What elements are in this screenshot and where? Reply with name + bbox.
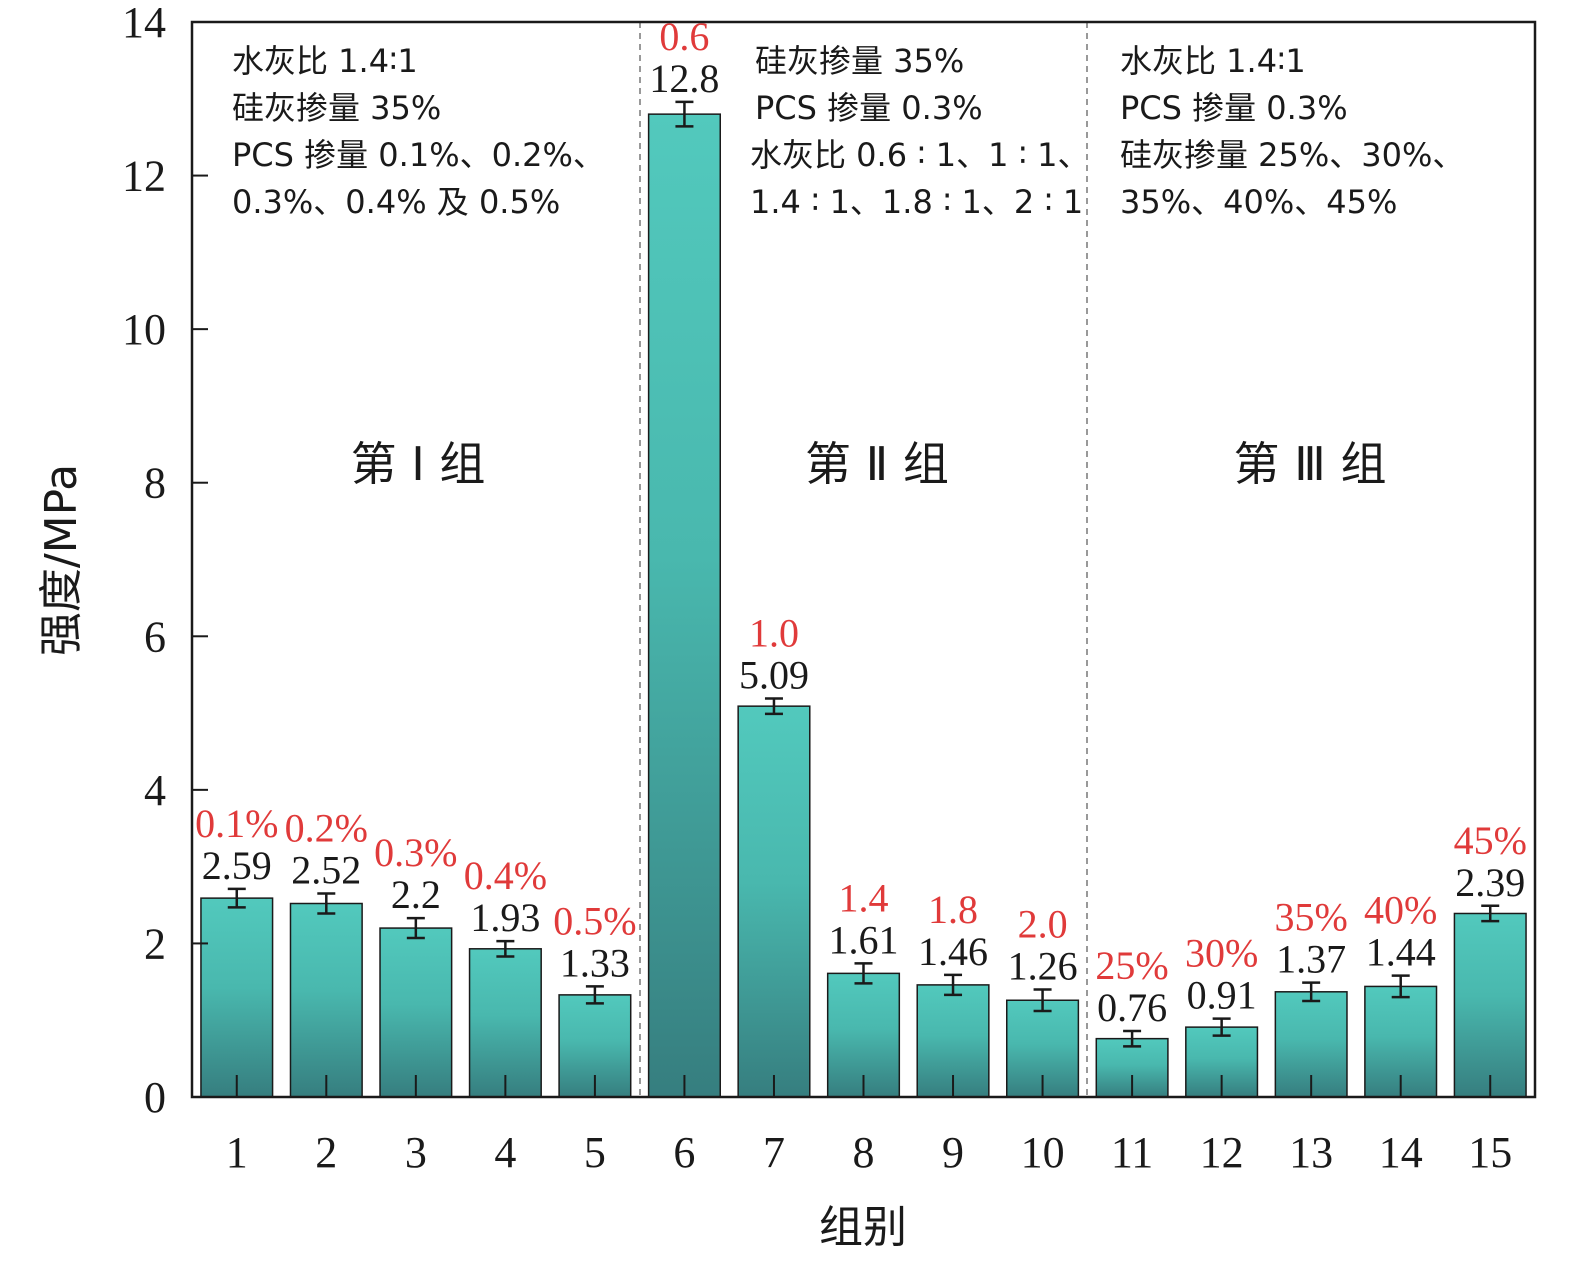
group2-title: 第 Ⅱ 组: [805, 437, 949, 491]
bar-6: [647, 113, 721, 1098]
y-tick-label-12: 12: [122, 152, 166, 201]
error-bar-4: [496, 939, 515, 958]
y-tick-label-14: 14: [122, 0, 166, 47]
group3-note-3: 硅灰掺量 25%、30%、: [1120, 136, 1464, 174]
error-bar-11: [1123, 1029, 1142, 1048]
param-label-4: 0.4%: [464, 853, 547, 898]
group1-note-1: 水灰比 1.4∶1: [232, 42, 418, 80]
x-tick-label-12: 12: [1200, 1128, 1244, 1177]
error-bar-13: [1302, 981, 1321, 1003]
x-tick-label-7: 7: [763, 1128, 785, 1177]
error-bar-8: [854, 962, 873, 985]
param-label-14: 40%: [1364, 888, 1437, 933]
x-tick-label-10: 10: [1021, 1128, 1065, 1177]
group1-note-2: 硅灰掺量 35%: [232, 89, 441, 127]
value-label-6: 12.8: [649, 56, 719, 101]
param-label-9: 1.8: [928, 887, 978, 932]
error-bar-3: [406, 916, 425, 940]
param-label-10: 2.0: [1018, 902, 1068, 947]
group1-note-4: 0.3%、0.4% 及 0.5%: [232, 183, 560, 221]
param-label-11: 25%: [1095, 943, 1168, 988]
value-label-13: 1.37: [1276, 937, 1346, 982]
value-label-5: 1.33: [560, 940, 630, 985]
error-bar-14: [1391, 974, 1410, 999]
group2-note-2: PCS 掺量 0.3%: [755, 89, 983, 127]
error-bar-2: [317, 892, 336, 915]
error-bar-7: [764, 697, 783, 716]
param-label-2: 0.2%: [285, 806, 368, 851]
x-tick-label-13: 13: [1289, 1128, 1333, 1177]
error-bar-10: [1033, 988, 1052, 1013]
value-label-9: 1.46: [918, 929, 988, 974]
group2-note-4: 1.4 ∶ 1、1.8 ∶ 1、2 ∶ 1: [750, 183, 1083, 221]
param-label-15: 45%: [1454, 818, 1527, 863]
x-tick-label-3: 3: [405, 1128, 427, 1177]
x-tick-label-15: 15: [1468, 1128, 1512, 1177]
value-label-15: 2.39: [1455, 860, 1525, 905]
error-bar-12: [1212, 1017, 1231, 1037]
bar-15: [1453, 912, 1527, 1098]
param-label-3: 0.3%: [374, 830, 457, 875]
y-tick-label-10: 10: [122, 305, 166, 354]
param-label-1: 0.1%: [195, 801, 278, 846]
group1-note-3: PCS 掺量 0.1%、0.2%、: [232, 136, 605, 174]
x-tick-label-1: 1: [226, 1128, 248, 1177]
labels-layer: 2.590.1% 2.520.2% 2.20.3% 1.930.4% 1.330.5% 1…: [195, 14, 1527, 1030]
error-bar-6: [675, 100, 694, 128]
y-tick-label-2: 2: [144, 919, 166, 968]
x-tick-label-6: 6: [673, 1128, 695, 1177]
group3-note-2: PCS 掺量 0.3%: [1120, 89, 1348, 127]
param-label-12: 30%: [1185, 931, 1258, 976]
y-axis-title: 强度/MPa: [36, 464, 87, 656]
value-label-2: 2.52: [291, 848, 361, 893]
group3-title: 第 Ⅲ 组: [1234, 437, 1387, 491]
y-tick-label-8: 8: [144, 459, 166, 508]
group2-note-3: 水灰比 0.6 ∶ 1、1 ∶ 1、: [750, 136, 1090, 174]
param-label-5: 0.5%: [553, 898, 636, 943]
value-label-10: 1.26: [1008, 944, 1078, 989]
x-tick-label-9: 9: [942, 1128, 964, 1177]
x-tick-label-4: 4: [494, 1128, 516, 1177]
x-tick-label-8: 8: [853, 1128, 875, 1177]
bar-1: [200, 897, 274, 1098]
value-label-11: 0.76: [1097, 985, 1167, 1030]
x-axis-title: 组别: [819, 1202, 907, 1253]
value-label-8: 1.61: [829, 917, 899, 962]
param-label-6: 0.6: [659, 14, 709, 59]
error-bar-9: [944, 973, 963, 997]
bar-4: [468, 948, 542, 1098]
x-tick-label-2: 2: [315, 1128, 337, 1177]
value-label-7: 5.09: [739, 652, 809, 697]
value-label-3: 2.2: [391, 872, 441, 917]
value-label-1: 2.59: [202, 843, 272, 888]
error-bar-5: [585, 985, 604, 1005]
x-tick-label-5: 5: [584, 1128, 606, 1177]
error-bar-15: [1481, 904, 1500, 923]
param-label-7: 1.0: [749, 610, 799, 655]
bar-3: [379, 927, 453, 1098]
x-tick-label-14: 14: [1379, 1128, 1423, 1177]
y-tick-label-4: 4: [144, 766, 166, 815]
group1-title: 第 Ⅰ 组: [351, 437, 486, 491]
bar-2: [289, 902, 363, 1098]
value-label-14: 1.44: [1366, 930, 1436, 975]
y-tick-label-6: 6: [144, 612, 166, 661]
value-label-4: 1.93: [470, 895, 540, 940]
value-label-12: 0.91: [1187, 973, 1257, 1018]
bars-layer: [200, 100, 1527, 1098]
y-tick-label-0: 0: [144, 1073, 166, 1122]
error-bar-1: [227, 887, 246, 909]
x-tick-label-11: 11: [1111, 1128, 1153, 1177]
param-label-13: 35%: [1275, 895, 1348, 940]
group3-note-4: 35%、40%、45%: [1120, 183, 1397, 221]
bar-7: [737, 705, 811, 1098]
param-label-8: 1.4: [839, 875, 889, 920]
group2-note-1: 硅灰掺量 35%: [755, 42, 964, 80]
group3-note-1: 水灰比 1.4∶1: [1120, 42, 1306, 80]
